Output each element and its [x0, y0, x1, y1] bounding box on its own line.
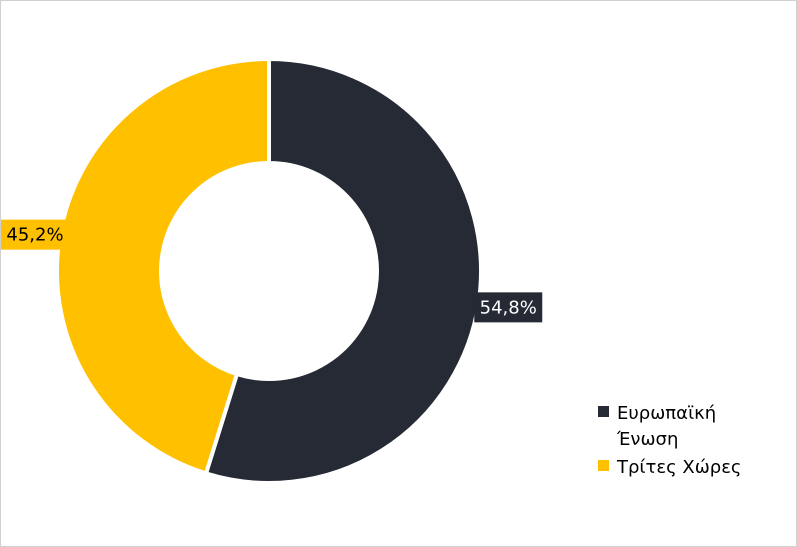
- legend-swatch: [598, 460, 609, 471]
- donut-segment: [55, 56, 271, 476]
- data-label-text: 45,2%: [6, 225, 63, 246]
- legend-entry: Ευρωπαϊκή Ένωση: [598, 401, 768, 453]
- data-label-text: 54,8%: [480, 297, 537, 318]
- donut-segment: [203, 56, 483, 485]
- legend-label: Ευρωπαϊκή Ένωση: [617, 403, 717, 450]
- legend-label: Τρίτες Χώρες: [617, 457, 742, 478]
- data-label-box: [474, 292, 543, 323]
- legend: Ευρωπαϊκή Ένωση Τρίτες Χώρες: [598, 401, 768, 483]
- data-label-box: [1, 219, 69, 250]
- legend-swatch: [598, 406, 609, 417]
- data-label: 54,8%: [474, 292, 543, 323]
- legend-entry: Τρίτες Χώρες: [598, 455, 768, 481]
- data-label: 45,2%: [1, 219, 69, 250]
